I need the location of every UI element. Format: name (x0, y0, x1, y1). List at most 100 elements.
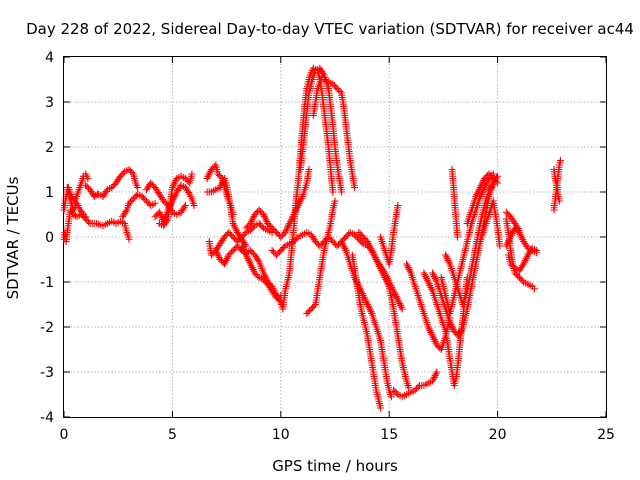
data-point (338, 188, 346, 196)
data-point (335, 241, 343, 248)
data-point (209, 164, 217, 172)
data-point (148, 181, 156, 188)
data-point (190, 202, 198, 209)
data-point (141, 196, 149, 203)
data-point (207, 251, 215, 259)
data-point (494, 179, 502, 187)
data-point (533, 247, 541, 254)
data-point (264, 220, 272, 227)
data-point (394, 202, 402, 209)
data-point (333, 85, 341, 92)
data-point (486, 172, 494, 179)
data-point (216, 256, 224, 263)
axis-ticks: 0 5 10 15 20 25 -4 -3 -2 -1 0 1 2 3 4 (40, 50, 615, 443)
data-point (343, 232, 351, 239)
data-point (311, 238, 319, 245)
data-point (238, 233, 246, 241)
data-point (235, 236, 243, 244)
data-point (508, 262, 516, 269)
data-point (183, 176, 191, 184)
x-tick-label: 0 (60, 427, 69, 443)
data-point (131, 193, 139, 201)
chart-title: Day 228 of 2022, Sidereal Day-to-day VTE… (26, 20, 634, 38)
data-point (453, 233, 461, 241)
data-point (125, 199, 133, 207)
data-point (151, 213, 159, 221)
data-point (188, 170, 196, 178)
data-point (251, 211, 259, 218)
data-point (277, 233, 285, 241)
data-point (450, 328, 458, 335)
data-point (351, 184, 359, 191)
data-point (125, 235, 133, 243)
data-point (163, 217, 171, 225)
y-tick-label: 4 (45, 50, 54, 66)
data-point (494, 172, 502, 180)
data-point (268, 247, 276, 254)
data-point (153, 211, 161, 219)
data-point (392, 389, 400, 397)
data-point (119, 169, 127, 177)
data-point (139, 194, 147, 202)
data-point (261, 277, 269, 285)
data-point (257, 221, 265, 229)
data-point (491, 176, 499, 184)
y-tick-label: -3 (40, 365, 54, 381)
data-point (514, 225, 522, 233)
data-point (270, 226, 278, 233)
data-point (329, 188, 337, 196)
x-tick-label: 25 (597, 427, 615, 443)
data-point (332, 83, 340, 91)
data-point (226, 250, 234, 257)
y-tick-label: 0 (45, 230, 54, 246)
data-point (249, 223, 257, 231)
data-point (274, 250, 282, 257)
data-point (252, 271, 260, 278)
data-point (414, 383, 422, 391)
y-tick-label: -4 (40, 410, 54, 426)
data-point (352, 232, 360, 240)
data-point (254, 256, 262, 264)
data-point (515, 274, 523, 281)
data-point (518, 277, 526, 284)
data-point (492, 178, 500, 185)
data-point (452, 329, 460, 337)
data-point (329, 80, 337, 88)
data-point (517, 275, 525, 283)
data-point (433, 368, 441, 376)
data-point (512, 271, 520, 278)
data-point (225, 251, 233, 259)
y-tick-label: 1 (45, 185, 54, 201)
data-point (180, 203, 188, 211)
data-point (78, 209, 86, 217)
series-sdtvar (60, 64, 564, 412)
x-tick-label: 15 (380, 427, 398, 443)
y-axis-label: SDTVAR / TECUs (4, 176, 22, 299)
data-point (304, 308, 312, 316)
data-point (144, 199, 152, 206)
data-point (147, 179, 155, 187)
data-point (181, 202, 189, 209)
data-point (434, 343, 442, 350)
data-point (254, 272, 262, 280)
data-point (356, 237, 364, 245)
data-point (387, 393, 395, 401)
data-point (488, 173, 496, 181)
data-point (80, 214, 88, 221)
y-tick-label: 2 (45, 140, 54, 156)
data-point (342, 233, 350, 241)
data-point (504, 210, 512, 218)
data-point (390, 386, 398, 394)
data-point (225, 229, 233, 236)
data-point (358, 238, 366, 246)
data-point (336, 88, 344, 95)
data-point (489, 175, 497, 182)
data-point (185, 189, 193, 197)
data-point (142, 197, 150, 205)
data-point (527, 246, 535, 254)
data-point (116, 172, 124, 180)
data-point (267, 223, 275, 230)
data-point (268, 224, 276, 232)
data-point (241, 230, 249, 238)
